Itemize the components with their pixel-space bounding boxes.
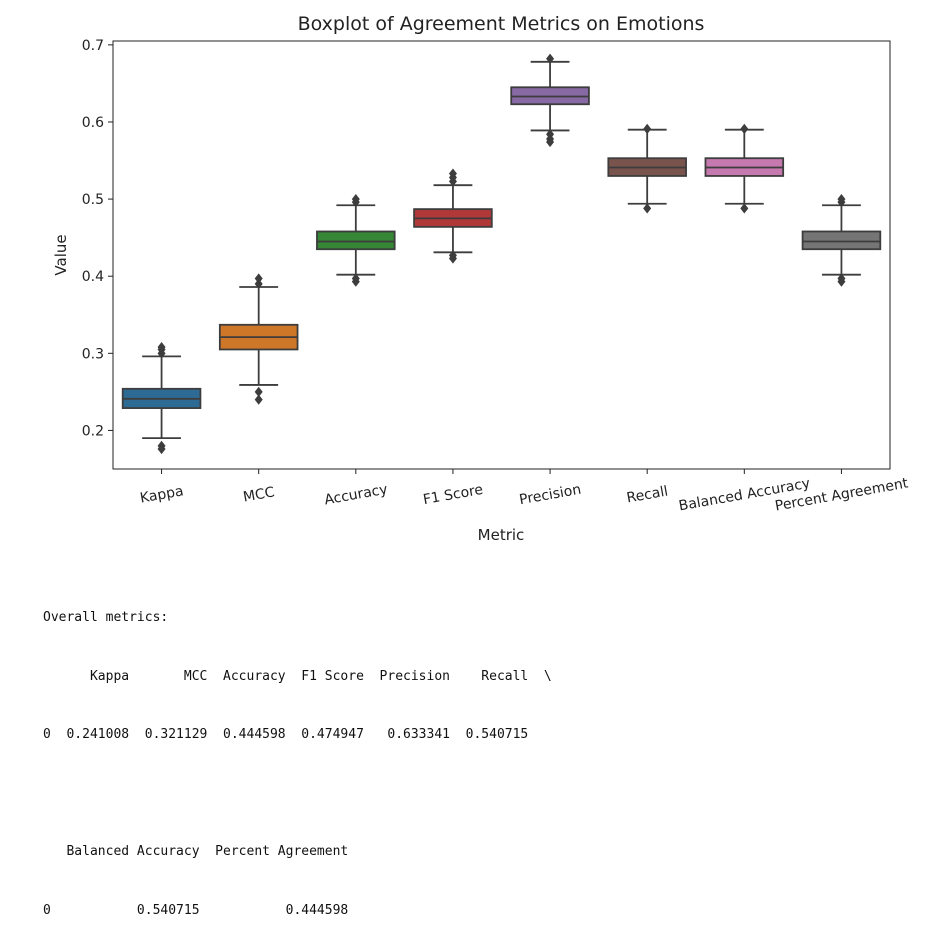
outlier-point xyxy=(740,123,749,135)
y-tick-label: 0.3 xyxy=(82,346,104,362)
output-line: Balanced Accuracy Percent Agreement xyxy=(43,844,349,859)
y-axis: 0.2 0.3 0.4 0.5 0.6 0.7 xyxy=(82,38,113,439)
y-tick-label: 0.7 xyxy=(82,38,104,54)
console-output: Overall metrics: Kappa MCC Accuracy F1 S… xyxy=(43,569,552,940)
y-tick-label: 0.5 xyxy=(82,192,104,208)
outlier-point xyxy=(351,193,360,205)
box-percent-agreement xyxy=(801,193,882,287)
output-line: Overall metrics: xyxy=(43,610,169,625)
outlier-point xyxy=(157,443,166,455)
output-line xyxy=(43,784,552,804)
x-tick-label: F1 Score xyxy=(422,482,484,508)
y-axis-label: Value xyxy=(52,234,70,275)
x-tick-label: Kappa xyxy=(139,483,185,506)
plot-frame xyxy=(112,40,891,470)
outlier-point xyxy=(546,53,555,64)
x-tick-label: Accuracy xyxy=(323,482,389,509)
outlier-point xyxy=(643,203,652,214)
x-axis-label: Metric xyxy=(478,526,525,544)
box-series xyxy=(121,53,882,455)
x-tick-label: MCC xyxy=(242,484,276,505)
box-f1-score xyxy=(413,168,493,264)
output-line: Kappa MCC Accuracy F1 Score Precision Re… xyxy=(43,668,552,684)
output-line: 0 0.241008 0.321129 0.444598 0.474947 0.… xyxy=(43,727,529,742)
boxplot-chart: Boxplot of Agreement Metrics on Emotions… xyxy=(52,13,910,544)
outlier-point xyxy=(254,278,263,290)
iqr-box xyxy=(801,230,882,251)
box-balanced-accuracy xyxy=(704,123,785,214)
outlier-point xyxy=(254,394,263,405)
x-tick-label: Recall xyxy=(625,483,669,506)
output-line: 0 0.540715 0.444598 xyxy=(43,902,349,918)
x-tick-label: Precision xyxy=(518,482,582,509)
y-tick-label: 0.2 xyxy=(82,423,104,439)
outlier-point xyxy=(740,203,749,214)
x-axis: Kappa MCC Accuracy F1 Score Precision Recall B… xyxy=(139,469,910,515)
outlier-point xyxy=(448,253,457,264)
box-kappa xyxy=(121,342,202,455)
outlier-point xyxy=(254,273,263,284)
outlier-point xyxy=(643,123,652,135)
box-mcc xyxy=(218,273,299,405)
outlier-point xyxy=(837,276,846,287)
y-tick-label: 0.4 xyxy=(82,269,104,285)
outlier-point xyxy=(837,193,846,205)
chart-title: Boxplot of Agreement Metrics on Emotions xyxy=(298,13,705,35)
iqr-box xyxy=(316,230,396,251)
outlier-point xyxy=(448,168,457,179)
box-precision xyxy=(510,53,590,148)
y-tick-label: 0.6 xyxy=(82,115,104,131)
outlier-point xyxy=(351,276,360,287)
box-recall xyxy=(607,123,687,214)
outlier-point xyxy=(157,342,166,353)
box-accuracy xyxy=(316,193,396,287)
outlier-point xyxy=(546,136,555,148)
